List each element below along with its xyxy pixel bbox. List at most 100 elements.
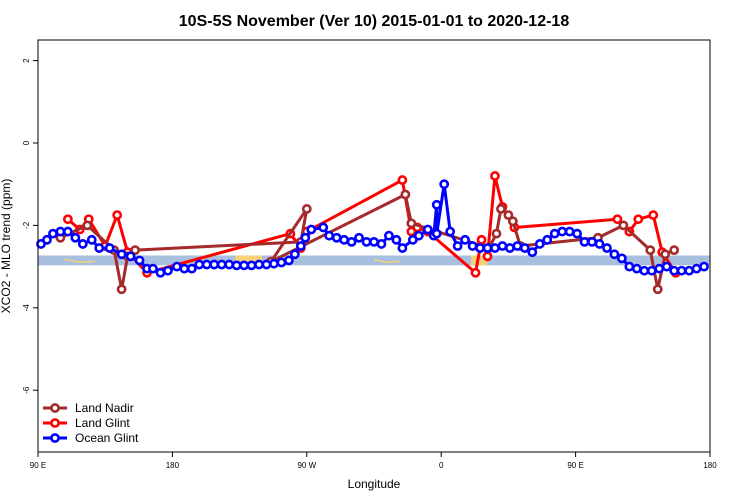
x-tick-label: 180 — [703, 461, 717, 470]
ocean-glint-point — [179, 263, 190, 274]
ocean-glint-point — [460, 234, 470, 245]
ocean-glint-point — [295, 241, 306, 251]
y-axis-label: XCO2 - MLO trend (ppm) — [0, 179, 13, 314]
ocean-glint-point — [616, 253, 627, 264]
legend-item-ocean-glint: Ocean Glint — [43, 431, 139, 445]
ocean-glint-point — [602, 243, 612, 253]
ocean-glint-point — [504, 243, 515, 253]
ocean-glint-point — [42, 234, 52, 245]
ocean-glint-point — [624, 261, 635, 272]
ocean-glint-point — [300, 232, 311, 243]
coast-fleck — [64, 258, 95, 264]
legend-label: Ocean Glint — [75, 431, 139, 445]
ocean-glint-point — [639, 265, 650, 276]
ocean-glint-point — [631, 263, 642, 274]
ocean-glint-point — [669, 265, 680, 276]
ocean-glint-point — [94, 243, 105, 253]
x-axis-label: Longitude — [348, 477, 401, 491]
ocean-glint-point — [587, 236, 597, 247]
ocean-glint-point — [331, 232, 342, 243]
ocean-glint-point — [306, 224, 317, 235]
land-nadir-point — [491, 228, 502, 239]
ocean-glint-point — [104, 243, 115, 253]
ocean-glint-point — [86, 234, 97, 245]
ocean-glint-point — [527, 247, 538, 258]
ocean-glint-point — [48, 228, 58, 239]
land-nadir-point — [618, 220, 629, 231]
x-tick-label: 90 E — [30, 461, 46, 470]
ocean-glint-point — [186, 263, 197, 274]
ocean-glint-point — [354, 232, 364, 243]
ocean-glint-point — [482, 243, 493, 253]
ocean-glint-point — [224, 259, 235, 270]
legend-item-land-glint: Land Glint — [43, 416, 130, 430]
ocean-glint-point — [324, 230, 335, 241]
ocean-glint-point — [201, 259, 212, 270]
ocean-glint-point — [155, 267, 166, 278]
ocean-glint-point — [542, 234, 553, 245]
land-nadir-point — [669, 245, 680, 256]
ocean-glint-point — [475, 243, 485, 253]
ocean-glint-point — [209, 259, 220, 270]
land-nadir-point — [130, 245, 140, 256]
series-layer — [36, 171, 709, 295]
ocean-glint-point — [534, 239, 545, 249]
ocean-glint-point — [254, 259, 264, 270]
ocean-glint-point — [246, 260, 257, 271]
ocean-glint-point — [116, 249, 127, 260]
land-glint-point — [648, 210, 659, 220]
ocean-glint-point — [564, 226, 575, 237]
x-tick-label: 0 — [439, 461, 444, 470]
land-nadir-point — [116, 284, 127, 295]
ocean-glint-point — [572, 228, 582, 239]
ocean-glint-point — [413, 230, 424, 241]
legend-label: Land Glint — [75, 416, 130, 430]
y-tick-label: 0 — [22, 140, 31, 145]
ocean-glint-point — [346, 236, 357, 247]
ocean-glint-point — [497, 241, 508, 251]
land-glint-point — [633, 214, 644, 225]
ocean-glint-point — [609, 249, 620, 260]
ocean-glint-point — [239, 260, 249, 271]
ocean-glint-point — [557, 226, 568, 237]
ocean-glint-point — [70, 232, 81, 243]
axis-layer: 90 E 180 90 W 0 90 E 180 2 0 -2 -4 -6 — [22, 58, 717, 470]
land-glint-point — [476, 234, 487, 245]
land-glint-point — [62, 214, 73, 225]
ocean-glint-point — [194, 259, 205, 270]
ocean-glint-point — [231, 260, 242, 271]
legend-label: Land Nadir — [75, 401, 134, 415]
ocean-glint-point — [684, 265, 694, 276]
land-glint-point — [482, 251, 493, 262]
ocean-glint-point — [519, 243, 530, 253]
ocean-glint-point — [646, 265, 657, 276]
land-glint-point — [470, 267, 481, 278]
ocean-glint-point — [431, 199, 442, 210]
ocean-glint-point — [384, 230, 394, 241]
ocean-glint-point — [289, 249, 300, 260]
ocean-glint-point — [676, 265, 687, 276]
y-tick-label: -6 — [22, 386, 31, 394]
chart-title: 10S-5S November (Ver 10) 2015-01-01 to 2… — [179, 13, 570, 30]
y-tick-label: -4 — [22, 304, 31, 312]
ocean-glint-point — [594, 239, 605, 249]
ocean-glint-point — [422, 224, 433, 235]
land-nadir-point — [82, 220, 93, 231]
land-glint-point — [112, 210, 123, 220]
x-tick-label: 90 W — [297, 461, 316, 470]
land-nadir-point — [301, 204, 312, 214]
ocean-glint-point — [512, 241, 523, 251]
ocean-glint-point — [163, 265, 173, 276]
ocean-glint-point — [445, 226, 456, 237]
ocean-glint-point — [148, 263, 158, 274]
ocean-glint-point — [134, 255, 145, 266]
ocean-glint-series — [36, 179, 709, 278]
coast-fleck — [373, 258, 400, 264]
ocean-glint-point — [62, 226, 73, 237]
ocean-glint-point — [216, 259, 227, 270]
ocean-band — [38, 255, 710, 266]
land-nadir-point — [406, 218, 417, 229]
plot-frame — [37, 39, 711, 453]
